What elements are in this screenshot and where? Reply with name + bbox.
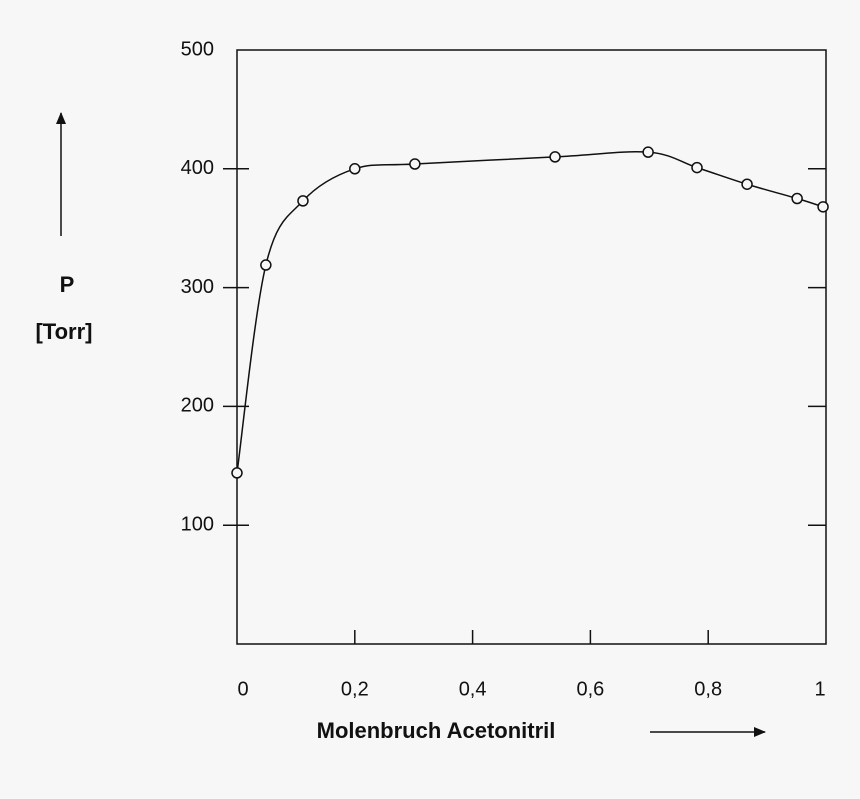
data-point bbox=[642, 146, 654, 158]
x-tick-label: 0,8 bbox=[694, 678, 722, 700]
plot-frame bbox=[236, 49, 827, 645]
y-tick-label: 300 bbox=[181, 276, 214, 298]
x-tick-label: 1 bbox=[814, 678, 825, 700]
data-point bbox=[260, 259, 272, 271]
data-point bbox=[741, 178, 753, 190]
x-tick-label: 0,4 bbox=[459, 678, 487, 700]
y-tick-label: 100 bbox=[181, 513, 214, 535]
data-point bbox=[791, 192, 803, 205]
data-point bbox=[231, 467, 243, 479]
curve bbox=[236, 151, 824, 474]
data-point bbox=[349, 163, 361, 175]
x-tick-label: 0,2 bbox=[341, 678, 369, 700]
data-point bbox=[549, 151, 561, 163]
x-tick-label: 0,6 bbox=[576, 678, 604, 700]
y-tick-label: 200 bbox=[181, 395, 214, 417]
data-point bbox=[409, 158, 421, 170]
data-point bbox=[691, 161, 703, 174]
y-axis-label: P bbox=[60, 272, 75, 297]
data-point bbox=[817, 201, 829, 213]
y-tick-label: 500 bbox=[181, 38, 214, 60]
data-point bbox=[297, 195, 309, 207]
x-axis-label: Molenbruch Acetonitril bbox=[317, 718, 556, 743]
y-tick-label: 400 bbox=[181, 157, 214, 179]
x-tick-label: 0 bbox=[237, 678, 248, 700]
y-axis-unit: [Torr] bbox=[35, 319, 92, 344]
